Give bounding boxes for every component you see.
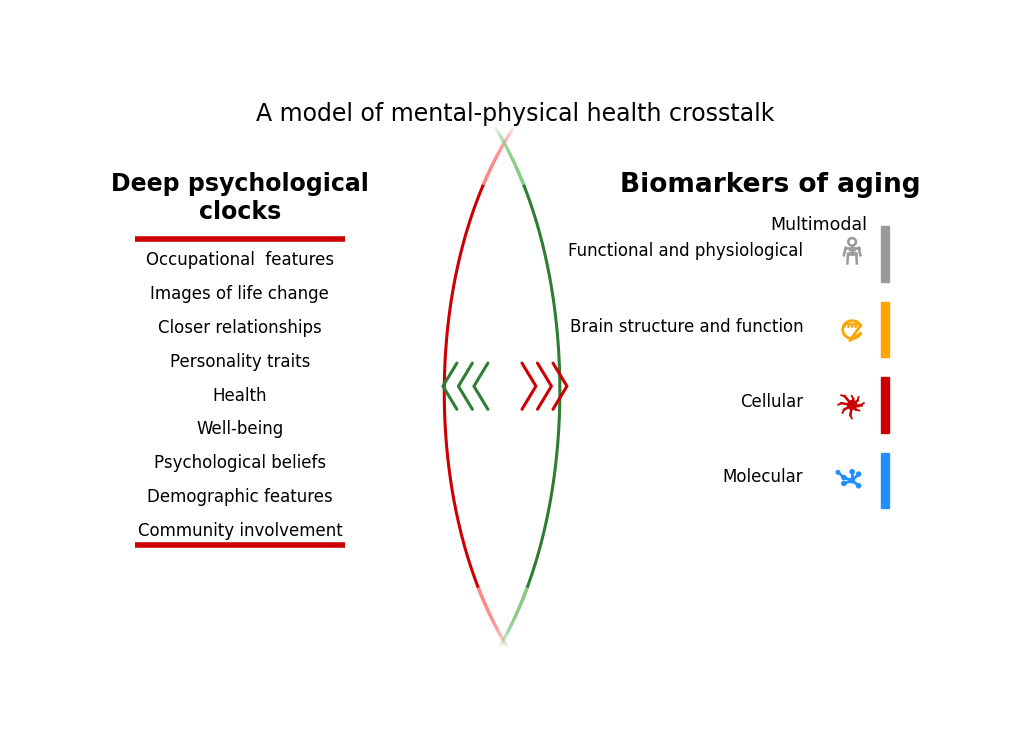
Circle shape: [856, 472, 860, 476]
Text: Occupational  features: Occupational features: [146, 251, 333, 269]
Text: Personality traits: Personality traits: [169, 353, 310, 371]
Text: Demographic features: Demographic features: [147, 488, 332, 506]
Text: Well-being: Well-being: [196, 421, 283, 439]
Text: Functional and physiological: Functional and physiological: [568, 242, 803, 260]
Circle shape: [849, 469, 853, 474]
Bar: [880, 453, 888, 508]
Text: Community involvement: Community involvement: [138, 522, 342, 540]
Text: A model of mental-physical health crosstalk: A model of mental-physical health crosst…: [256, 102, 773, 126]
Text: Psychological beliefs: Psychological beliefs: [154, 454, 326, 472]
Text: Health: Health: [212, 387, 267, 405]
Bar: [880, 377, 888, 433]
Text: Biomarkers of aging: Biomarkers of aging: [620, 172, 920, 198]
Text: Closer relationships: Closer relationships: [158, 319, 321, 336]
Circle shape: [856, 484, 860, 488]
Text: Deep psychological
clocks: Deep psychological clocks: [111, 172, 369, 224]
Bar: [880, 226, 888, 282]
Text: Brain structure and function: Brain structure and function: [570, 318, 803, 336]
Circle shape: [841, 475, 845, 480]
Text: Multimodal: Multimodal: [770, 216, 867, 234]
Circle shape: [836, 471, 839, 474]
Text: Cellular: Cellular: [740, 393, 803, 411]
Circle shape: [849, 478, 854, 483]
Bar: [880, 302, 888, 357]
Circle shape: [849, 403, 854, 408]
Text: Images of life change: Images of life change: [150, 285, 329, 303]
Text: Molecular: Molecular: [722, 469, 803, 487]
Circle shape: [841, 481, 845, 485]
